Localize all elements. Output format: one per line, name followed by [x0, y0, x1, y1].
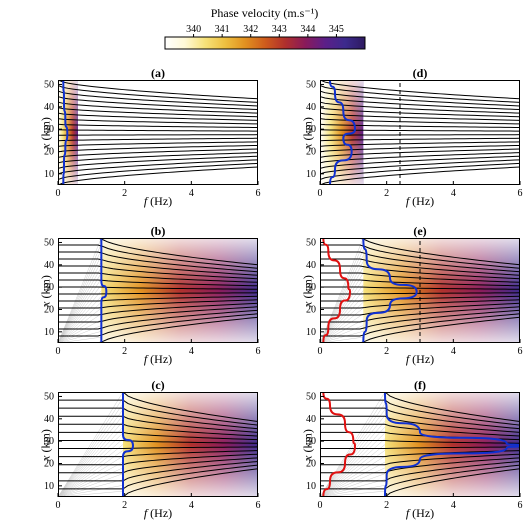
- panel-title-c: (c): [58, 378, 258, 393]
- svg-text:40: 40: [44, 102, 54, 113]
- panel-plot-c: 02461020304050: [58, 392, 258, 497]
- panel-f: (f)x (km)f (Hz)02461020304050: [320, 392, 520, 497]
- colorbar-title: Phase velocity (m.s⁻¹): [0, 6, 529, 21]
- svg-text:343: 343: [271, 24, 286, 35]
- svg-text:345: 345: [328, 24, 343, 35]
- svg-text:10: 10: [306, 481, 316, 492]
- y-axis-label: x (km): [38, 117, 53, 149]
- y-axis-label: x (km): [38, 429, 53, 461]
- panel-c: (c)x (km)f (Hz)02461020304050: [58, 392, 258, 497]
- svg-text:342: 342: [243, 24, 258, 35]
- panel-plot-e: 02461020304050: [320, 238, 520, 343]
- svg-text:50: 50: [306, 237, 316, 248]
- panel-title-a: (a): [58, 66, 258, 81]
- panel-a: (a)x (km)f (Hz)02461020304050: [58, 80, 258, 185]
- y-axis-label: x (km): [300, 117, 315, 149]
- panel-title-e: (e): [320, 224, 520, 239]
- svg-text:50: 50: [44, 79, 54, 90]
- panel-title-f: (f): [320, 378, 520, 393]
- panel-plot-f: 02461020304050: [320, 392, 520, 497]
- panel-b: (b)x (km)f (Hz)02461020304050: [58, 238, 258, 343]
- panel-plot-d: 02461020304050: [320, 80, 520, 185]
- svg-text:10: 10: [306, 169, 316, 180]
- svg-text:40: 40: [306, 102, 316, 113]
- colorbar: 340 341 342 343 344 345: [147, 23, 383, 53]
- svg-text:344: 344: [300, 24, 315, 35]
- x-axis-label: f (Hz): [58, 194, 258, 209]
- svg-text:40: 40: [306, 414, 316, 425]
- panel-plot-a: 02461020304050: [58, 80, 258, 185]
- svg-text:40: 40: [44, 260, 54, 271]
- panel-e: (e)x (km)f (Hz)02461020304050: [320, 238, 520, 343]
- y-axis-label: x (km): [38, 275, 53, 307]
- svg-text:40: 40: [306, 260, 316, 271]
- svg-text:10: 10: [44, 169, 54, 180]
- panel-title-d: (d): [320, 66, 520, 81]
- x-axis-label: f (Hz): [58, 506, 258, 521]
- svg-text:340: 340: [186, 24, 201, 35]
- panel-d: (d)x (km)f (Hz)02461020304050: [320, 80, 520, 185]
- y-axis-label: x (km): [300, 429, 315, 461]
- panel-title-b: (b): [58, 224, 258, 239]
- svg-text:50: 50: [44, 391, 54, 402]
- svg-text:341: 341: [214, 24, 229, 35]
- x-axis-label: f (Hz): [320, 506, 520, 521]
- svg-text:40: 40: [44, 414, 54, 425]
- x-axis-label: f (Hz): [320, 352, 520, 367]
- svg-text:50: 50: [306, 79, 316, 90]
- x-axis-label: f (Hz): [320, 194, 520, 209]
- colorbar-region: Phase velocity (m.s⁻¹) 34034134234334434…: [0, 6, 529, 53]
- panel-plot-b: 02461020304050: [58, 238, 258, 343]
- x-axis-label: f (Hz): [58, 352, 258, 367]
- y-axis-label: x (km): [300, 275, 315, 307]
- svg-text:10: 10: [306, 327, 316, 338]
- svg-text:50: 50: [306, 391, 316, 402]
- svg-text:10: 10: [44, 327, 54, 338]
- svg-text:10: 10: [44, 481, 54, 492]
- svg-text:50: 50: [44, 237, 54, 248]
